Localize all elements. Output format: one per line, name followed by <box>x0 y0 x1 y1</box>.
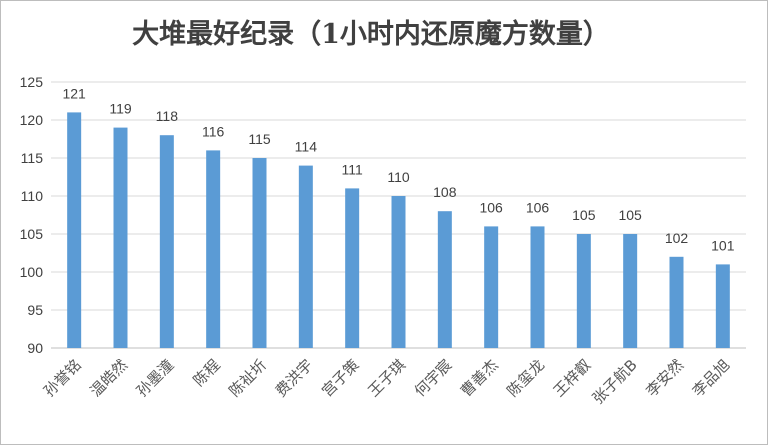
y-tick-label: 100 <box>20 264 44 280</box>
y-tick-label: 105 <box>20 226 44 242</box>
x-tick-label: 陈祉圻 <box>225 356 270 401</box>
x-tick-label: 陈程 <box>190 356 224 390</box>
data-label: 114 <box>295 139 318 155</box>
bar <box>345 188 360 348</box>
bar <box>715 264 730 348</box>
data-label: 116 <box>202 123 225 139</box>
bar <box>669 256 684 348</box>
data-label: 105 <box>572 207 596 223</box>
bar <box>206 150 221 348</box>
bar <box>530 226 545 348</box>
bar <box>576 234 591 348</box>
bar <box>623 234 638 348</box>
data-label: 119 <box>109 101 132 117</box>
x-tick-label: 王子琪 <box>364 356 409 401</box>
y-tick-label: 95 <box>27 302 43 318</box>
bar <box>67 112 82 349</box>
bar <box>159 135 174 348</box>
y-tick-label: 115 <box>21 150 44 166</box>
x-tick-label: 温皓然 <box>86 356 131 401</box>
bar <box>484 226 499 348</box>
data-label: 106 <box>479 199 503 215</box>
data-label: 102 <box>665 230 689 246</box>
bar <box>437 211 452 348</box>
x-tick-label: 孙墨潼 <box>133 356 178 401</box>
y-tick-label: 125 <box>20 74 44 90</box>
y-tick-label: 120 <box>20 112 44 128</box>
x-tick-label: 张子航B <box>589 356 641 408</box>
bar <box>252 158 267 348</box>
x-tick-label: 李安然 <box>642 356 687 401</box>
x-tick-label: 孙誉铭 <box>40 356 85 401</box>
chart-title: 大堆最好纪录（1小时内还原魔方数量） <box>132 18 610 50</box>
data-label: 115 <box>248 131 271 147</box>
x-tick-label: 王梓叡 <box>550 356 595 401</box>
x-tick-label: 李品旭 <box>689 356 734 401</box>
bar <box>113 127 128 348</box>
data-label: 118 <box>156 108 179 124</box>
x-tick-label: 陈玺龙 <box>503 356 548 401</box>
x-tick-label: 费洪宇 <box>272 356 317 401</box>
bar <box>391 196 406 348</box>
x-tick-label: 曹善杰 <box>457 356 502 401</box>
data-label: 108 <box>433 184 457 200</box>
x-tick-label: 何宇宸 <box>411 356 456 401</box>
y-tick-label: 110 <box>21 188 44 204</box>
data-label: 110 <box>387 169 410 185</box>
data-label: 111 <box>342 161 363 177</box>
bar <box>298 165 313 348</box>
y-tick-label: 90 <box>27 340 43 356</box>
data-label: 121 <box>62 85 86 101</box>
data-label: 105 <box>618 207 642 223</box>
x-tick-label: 宫子策 <box>318 356 363 401</box>
data-label: 106 <box>526 199 550 215</box>
data-label: 101 <box>711 237 735 253</box>
